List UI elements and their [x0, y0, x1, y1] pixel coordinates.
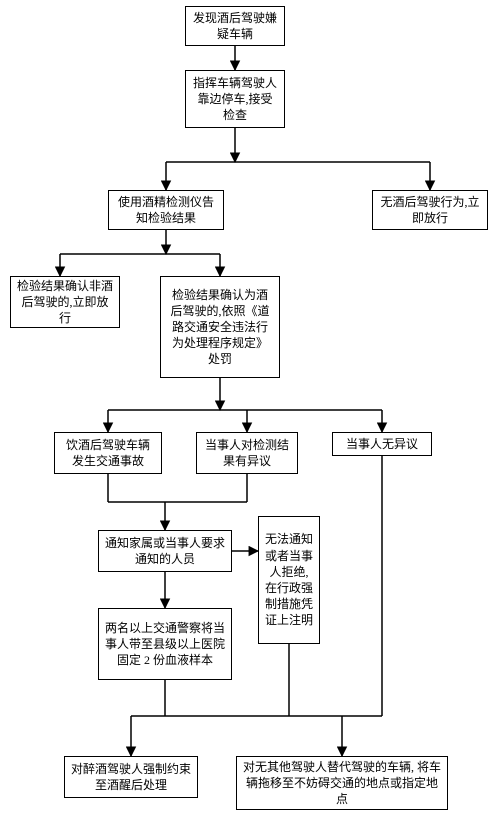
- node-label: 两名以上交通警察将当事人带至县级以上医院固定 2 份血液样本: [105, 620, 225, 669]
- node-label: 对醉酒驾驶人强制约束至酒醒后处理: [71, 761, 191, 793]
- flowchart-node: 无酒后驾驶行为,立即放行: [372, 190, 488, 230]
- flowchart-node: 指挥车辆驾驶人靠边停车,接受检查: [185, 70, 285, 128]
- node-label: 无法通知或者当事人拒绝,在行政强制措施凭证上注明: [265, 531, 313, 628]
- flowchart-node: 使用酒精检测仪告知检验结果: [108, 190, 224, 230]
- flowchart-node: 无法通知或者当事人拒绝,在行政强制措施凭证上注明: [258, 516, 320, 644]
- flowchart-node: 两名以上交通警察将当事人带至县级以上医院固定 2 份血液样本: [98, 608, 232, 680]
- node-label: 发现酒后驾驶嫌疑车辆: [192, 10, 278, 42]
- node-label: 无酒后驾驶行为,立即放行: [379, 194, 481, 226]
- flowchart-node: 对醉酒驾驶人强制约束至酒醒后处理: [64, 756, 198, 798]
- flowchart-node: 通知家属或当事人要求通知的人员: [98, 530, 232, 572]
- node-label: 使用酒精检测仪告知检验结果: [115, 194, 217, 226]
- node-label: 检验结果确认为酒后驾驶的,依照《道路交通安全违法行为处理程序规定》处罚: [167, 287, 273, 368]
- flowchart-node: 对无其他驾驶人替代驾驶的车辆, 将车辆拖移至不妨碍交通的地点或指定地点: [236, 756, 448, 810]
- node-label: 对无其他驾驶人替代驾驶的车辆, 将车辆拖移至不妨碍交通的地点或指定地点: [243, 759, 441, 808]
- node-label: 饮酒后驾驶车辆发生交通事故: [61, 437, 155, 469]
- flowchart-node: 检验结果确认为酒后驾驶的,依照《道路交通安全违法行为处理程序规定》处罚: [160, 276, 280, 378]
- node-label: 检验结果确认非酒后驾驶的,立即放行: [17, 278, 113, 327]
- flowchart-node: 饮酒后驾驶车辆发生交通事故: [54, 432, 162, 474]
- node-label: 通知家属或当事人要求通知的人员: [105, 535, 225, 567]
- flowchart-node: 当事人对检测结果有异议: [196, 432, 298, 474]
- flowchart-node: 当事人无异议: [332, 432, 432, 456]
- node-label: 当事人对检测结果有异议: [203, 437, 291, 469]
- node-label: 指挥车辆驾驶人靠边停车,接受检查: [192, 75, 278, 124]
- node-label: 当事人无异议: [346, 436, 418, 452]
- flowchart-node: 检验结果确认非酒后驾驶的,立即放行: [10, 276, 120, 328]
- flowchart-node: 发现酒后驾驶嫌疑车辆: [185, 6, 285, 46]
